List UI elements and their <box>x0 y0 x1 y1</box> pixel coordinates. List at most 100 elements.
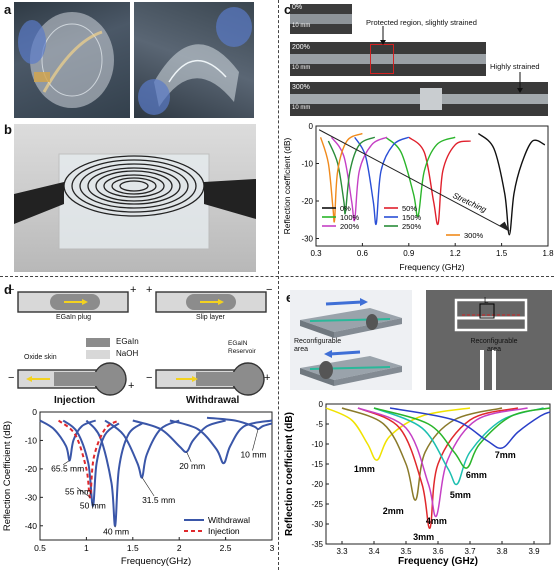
x-tick-label: 1.2 <box>450 249 462 258</box>
strip-300-photo <box>290 82 548 116</box>
stretching-arrow-line <box>318 129 510 232</box>
sign-plus-4: + <box>264 372 271 384</box>
plug-diagram <box>17 291 129 313</box>
legend-label-250%: 250% <box>402 222 422 231</box>
chart-d: 0.5 1 1.5 2 2.5 3 0 -10 -20 -30 -40 Frequency(GHz) R… <box>2 407 275 567</box>
panel-e-schematic <box>426 290 552 390</box>
length-annotation: 40 mm <box>103 526 129 536</box>
flexible-lens-image <box>18 12 114 108</box>
x-tick-label: 0.9 <box>403 249 415 258</box>
y-tick-label: 0 <box>309 122 314 131</box>
curve-label-2mm: 2mm <box>383 506 404 516</box>
y-tick-label: -30 <box>301 235 313 244</box>
schematic-L-label: L <box>484 296 489 305</box>
curve-label-7mm: 7mm <box>495 450 516 460</box>
panel-e-device-render <box>290 290 412 390</box>
panel-c-label: c <box>284 2 292 17</box>
x-tick-label: 1.5 <box>127 543 139 553</box>
curve-label-6mm: 6mm <box>466 470 487 480</box>
series-curve-Withdrawal <box>62 419 120 507</box>
sign-minus-4: − <box>146 372 153 384</box>
divider-vertical <box>278 0 279 570</box>
series-line-250% <box>327 136 376 215</box>
series-line-4mm <box>357 407 528 518</box>
length-annotation: 31.5 mm <box>142 495 175 505</box>
injection-title: Injection <box>54 395 96 406</box>
y-tick-label: -35 <box>311 540 323 549</box>
annotation-leader <box>62 460 70 465</box>
legend-label-200%: 200% <box>340 222 360 231</box>
y-tick-label: -20 <box>25 464 38 474</box>
panel-a-label: a <box>4 2 12 17</box>
bent-device-image <box>138 7 252 115</box>
y-tick-label: -10 <box>301 160 313 169</box>
oxide-skin-label: Oxide skin <box>24 354 57 361</box>
x-tick-label: 2 <box>177 543 182 553</box>
spiral-antenna-image <box>14 153 256 250</box>
channel-diagram-top <box>17 291 267 313</box>
legend-label-150%: 150% <box>402 213 422 222</box>
sign-minus-3: − <box>8 372 15 384</box>
x-tick-label: 1.5 <box>496 249 508 258</box>
reservoir-label: EGaIN Reservoir <box>228 340 256 355</box>
series-line-6mm <box>373 407 551 469</box>
curve-label-1mm: 1mm <box>354 464 375 474</box>
panel-b-label: b <box>4 122 12 137</box>
length-annotation: 20 mm <box>179 461 205 471</box>
strip-200-scale: 10 mm <box>292 65 311 71</box>
plug-label: EGaIn plug <box>56 314 92 321</box>
sign-plus-1: + <box>130 284 137 296</box>
slip-layer-label: Slip layer <box>196 314 225 321</box>
x-tick-label: 0.6 <box>357 249 369 258</box>
legend-label-Injection: Injection <box>208 526 240 536</box>
panel-e-label: e <box>286 290 293 305</box>
x-tick-label: 3.6 <box>432 547 444 556</box>
x-tick-label: 3.8 <box>496 547 508 556</box>
curve-label-4mm: 4mm <box>426 516 447 526</box>
x-axis-label: Frequency (GHz) <box>398 556 478 567</box>
annotation-leader <box>186 451 192 463</box>
series-line-300% <box>319 132 363 223</box>
x-tick-label: 3.5 <box>400 547 412 556</box>
reconfigurable-device-render <box>300 298 402 386</box>
legend-label-50%: 50% <box>402 204 417 213</box>
series-line-200% <box>330 136 388 222</box>
length-annotation: 55 mm <box>65 486 91 496</box>
withdrawal-diagram <box>155 362 265 396</box>
y-axis-label: Reflection coefficient (dB) <box>284 412 295 536</box>
series-line-0% <box>477 132 546 236</box>
y-tick-label: -20 <box>311 480 323 489</box>
series-line-50% <box>408 136 471 226</box>
chart-c: 0.3 0.6 0.9 1.2 1.5 1.8 0 -10 -20 -30 Frequency (G… <box>282 122 554 272</box>
y-axis-label: Reflection Coefficient (dB) <box>2 421 13 531</box>
y-axis-label: Reflection coefficient (dB) <box>282 137 292 234</box>
chart-e: 3.3 3.4 3.5 3.6 3.7 3.8 3.9 0 -5 -10 -15 -20 -25 -30 -… <box>284 400 551 567</box>
strip-300-scale: 10 mm <box>292 105 311 111</box>
series-line-3mm <box>357 407 519 529</box>
plot-frame <box>325 403 551 545</box>
antenna-schematic <box>454 298 528 390</box>
y-tick-label: -30 <box>311 520 323 529</box>
highly-strained-annotation: Highly strained <box>490 62 540 71</box>
x-tick-label: 3.7 <box>464 547 476 556</box>
channel-diagram-bottom <box>17 362 265 396</box>
x-tick-label: 3.9 <box>528 547 540 556</box>
annotation-leader <box>252 428 259 451</box>
withdrawal-title: Withdrawal <box>186 395 240 406</box>
panel-a-photo-right <box>134 2 254 118</box>
x-tick-label: 3.4 <box>368 547 380 556</box>
reconfigurable-label-render: Reconfigurable area <box>294 338 342 353</box>
legend-label-0%: 0% <box>340 204 351 213</box>
x-tick-label: 2.5 <box>220 543 232 553</box>
strip-0-label: 0% <box>292 4 303 11</box>
y-tick-label: -30 <box>25 492 38 502</box>
annotation-leader <box>141 477 155 497</box>
x-axis-label: Frequency (GHz) <box>399 262 464 272</box>
series-line-7mm <box>389 407 551 449</box>
strip-200-label: 200% <box>292 44 310 51</box>
panel-b-photo <box>14 124 256 272</box>
y-tick-label: -10 <box>311 440 323 449</box>
sign-minus-1: − <box>8 284 15 296</box>
strip-200-photo <box>290 42 486 76</box>
legend-egain-swatch <box>86 338 110 347</box>
